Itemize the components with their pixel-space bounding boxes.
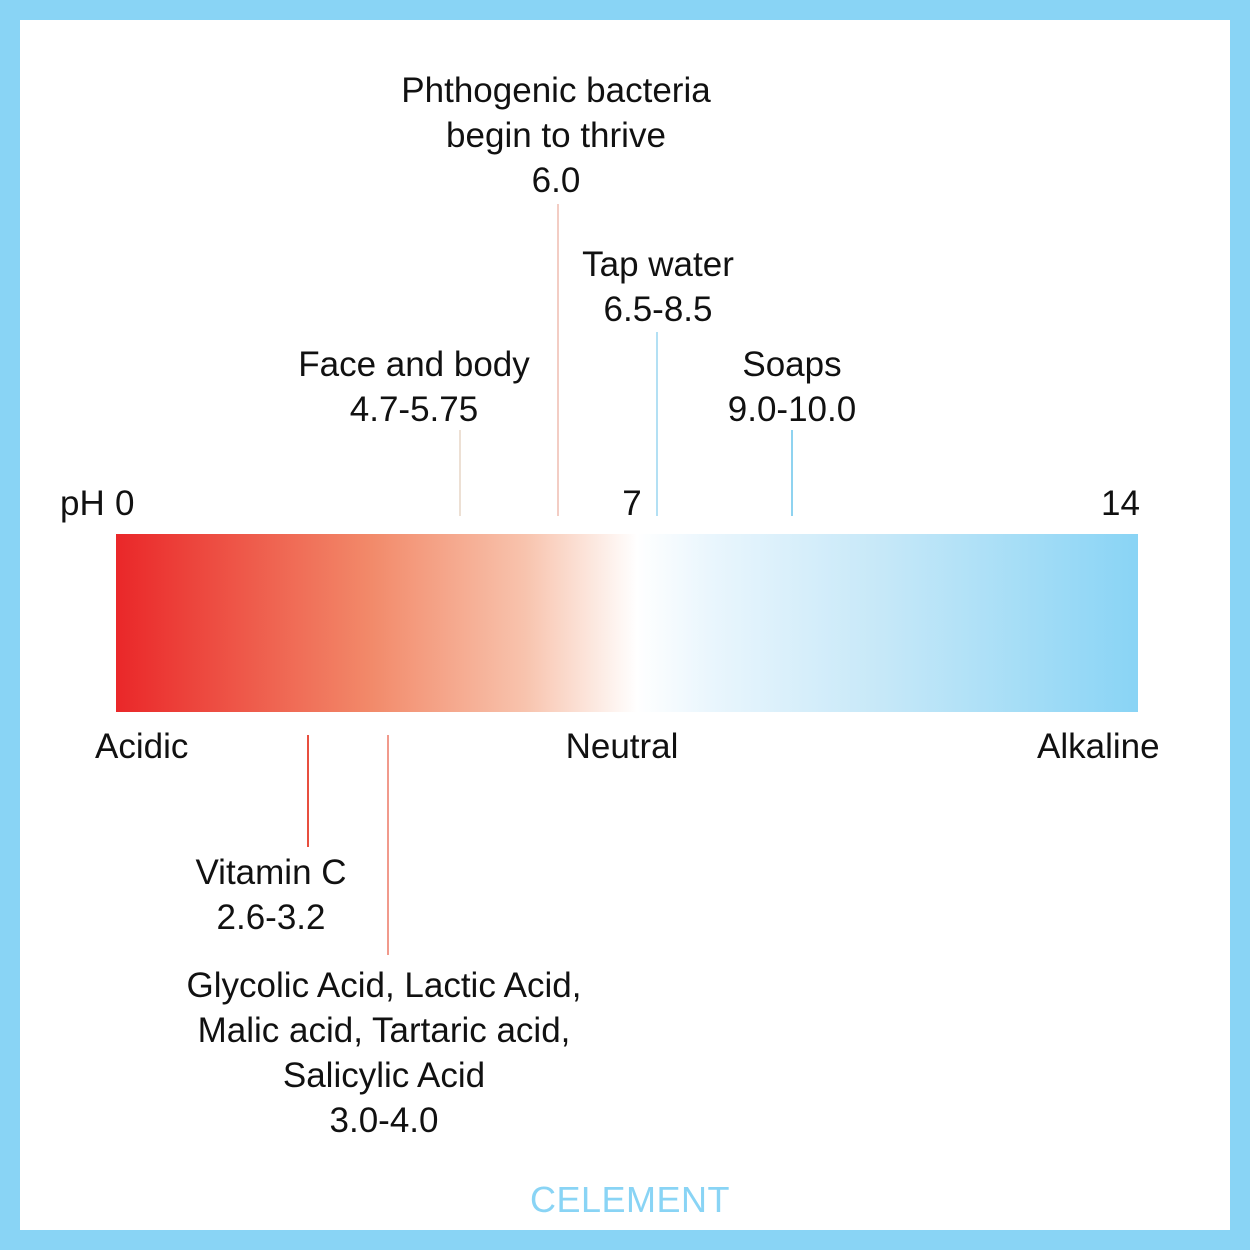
callout-label-line: Salicylic Acid [282,1056,486,1095]
scale-label-ph: pH [60,484,105,523]
callout-value: 4.7-5.75 [349,390,479,429]
callout-line-soaps [791,430,793,516]
callout-line-vitamin-c [307,735,309,847]
category-alkaline: Alkaline [1037,727,1160,766]
callout-line-tap-water [656,332,658,516]
callout-value: 6.5-8.5 [603,290,713,329]
category-neutral: Neutral [565,727,679,766]
category-acidic: Acidic [95,727,189,766]
callout-soaps: Soaps 9.0-10.0 [728,342,856,432]
callout-label-line: Malic acid, Tartaric acid, [197,1011,571,1050]
scale-tick-max: 14 [1101,484,1140,523]
callout-pathogenic-bacteria: Phthogenic bacteria begin to thrive 6.0 [401,68,710,203]
callout-label-line: Phthogenic bacteria [401,71,711,110]
callout-label-line: Glycolic Acid, Lactic Acid, [186,966,582,1005]
callout-value: 2.6-3.2 [216,898,326,937]
callout-value: 3.0-4.0 [329,1101,439,1140]
callout-line-acids [387,735,389,955]
callout-label-line: Face and body [298,345,530,384]
callout-value: 6.0 [531,161,581,200]
callout-line-pathogenic-bacteria [557,204,559,516]
scale-tick-min: 0 [115,484,135,523]
callout-tap-water: Tap water 6.5-8.5 [582,242,734,332]
callout-label-line: Vitamin C [195,853,347,892]
callout-label-line: Tap water [582,245,734,284]
callout-face-and-body: Face and body 4.7-5.75 [298,342,530,432]
scale-tick-mid: 7 [622,484,642,523]
callout-line-face-and-body [459,430,461,516]
callout-label-line: Soaps [742,345,842,384]
callout-label-line: begin to thrive [446,116,666,155]
brand-logo: CELEMENT [529,1179,731,1220]
callout-acids: Glycolic Acid, Lactic Acid, Malic acid, … [187,963,582,1143]
callout-vitamin-c: Vitamin C 2.6-3.2 [195,850,346,940]
ph-gradient-bar [116,534,1138,712]
callout-value: 9.0-10.0 [727,390,857,429]
